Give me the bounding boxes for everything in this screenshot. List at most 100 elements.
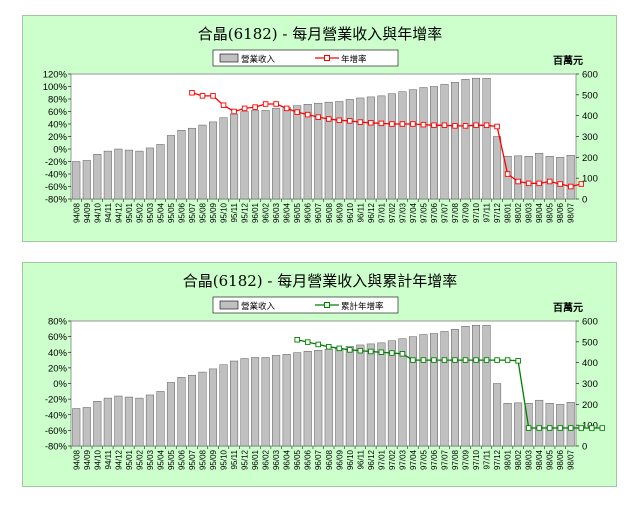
- revenue-bar: [398, 338, 407, 447]
- revenue-bar: [230, 360, 239, 447]
- legend-box: [212, 49, 399, 67]
- x-tick-label: 96/11: [356, 449, 365, 469]
- x-tick-label: 95/08: [199, 202, 208, 223]
- legend-bar-swatch: [219, 300, 239, 310]
- yoy-point: [378, 120, 385, 127]
- revenue-bar: [482, 324, 491, 447]
- yoy-point: [578, 181, 585, 187]
- revenue-bar: [408, 336, 417, 447]
- chart-panel-monthly-yoy: 合晶(6182) - 每月營業收入與年增率 營業收入 年增率 百萬元 120% 100% 8…: [22, 15, 617, 242]
- revenue-series: [72, 77, 575, 200]
- yoy-point: [441, 122, 448, 128]
- x-tick-label: 96/03: [272, 202, 281, 223]
- y-left-tick-label: -20%: [45, 157, 68, 168]
- x-tick-label: 94/08: [72, 202, 81, 223]
- x-tick-label: 96/06: [304, 449, 313, 470]
- revenue-bar: [293, 352, 302, 447]
- yoy-point: [525, 180, 532, 187]
- yoy-point: [483, 122, 490, 128]
- yoy-point: [557, 181, 563, 187]
- x-tick-label: 96/10: [346, 202, 355, 223]
- revenue-bar: [272, 355, 281, 447]
- revenue-bar: [156, 144, 165, 200]
- yoy-point: [304, 339, 311, 345]
- revenue-bar: [419, 87, 428, 200]
- revenue-bar: [482, 77, 491, 200]
- x-tick-label: 97/01: [377, 449, 386, 470]
- revenue-bar: [408, 89, 417, 200]
- unit-label: 百萬元: [553, 301, 583, 314]
- yoy-point: [241, 105, 248, 112]
- revenue-bar: [556, 157, 565, 200]
- revenue-bar: [198, 371, 207, 447]
- revenue-bar: [135, 150, 144, 200]
- x-tick-label: 95/02: [135, 449, 144, 470]
- x-tick-label: 98/02: [514, 449, 523, 470]
- legend-line-marker: [324, 302, 330, 308]
- y-left-tick-label: 60%: [48, 107, 68, 118]
- y-left-tick-label: 80%: [48, 95, 68, 106]
- y-right-tick-label: 0: [582, 195, 587, 206]
- x-tick-label: 95/09: [209, 449, 218, 470]
- revenue-bar: [156, 391, 165, 447]
- revenue-bar: [356, 97, 365, 200]
- yoy-point: [536, 425, 542, 431]
- x-tick-label: 95/12: [241, 202, 250, 223]
- x-tick-label: 95/05: [167, 449, 176, 470]
- revenue-bar: [72, 408, 81, 447]
- yoy-point: [199, 93, 206, 99]
- revenue-bar: [503, 403, 512, 447]
- yoy-point: [315, 114, 321, 120]
- y-left-tick-label: -20%: [45, 395, 68, 406]
- x-tick-label: 96/04: [283, 449, 292, 470]
- revenue-bar: [398, 91, 407, 200]
- revenue-bar: [114, 148, 123, 200]
- y-right-tick-label: 500: [582, 337, 598, 348]
- x-tick-label: 97/06: [430, 449, 439, 470]
- revenue-bar: [188, 374, 196, 447]
- revenue-bar: [461, 79, 470, 200]
- x-tick-label: 98/05: [546, 449, 555, 470]
- revenue-bar: [545, 156, 554, 200]
- yoy-point: [410, 121, 416, 127]
- legend-bar-label: 營業收入: [241, 54, 276, 64]
- x-tick-label: 96/09: [335, 202, 344, 223]
- revenue-bar: [545, 403, 554, 447]
- yoy-point: [452, 123, 458, 129]
- x-tick-label: 98/06: [556, 202, 565, 223]
- revenue-bar: [135, 397, 144, 447]
- revenue-bar: [524, 156, 533, 200]
- revenue-bar: [93, 154, 102, 200]
- revenue-bar: [72, 161, 81, 200]
- x-tick-label: 98/06: [556, 449, 565, 470]
- x-tick-label: 98/02: [514, 202, 523, 223]
- revenue-bar: [282, 107, 291, 200]
- yoy-point: [273, 101, 279, 107]
- legend: 營業收入 年增率: [212, 49, 399, 67]
- y-right-tick-label: 300: [582, 132, 598, 143]
- x-tick-label: 96/09: [335, 449, 344, 470]
- yoy-point: [336, 345, 343, 352]
- x-tick-label: 96/12: [367, 449, 376, 470]
- revenue-bar: [377, 95, 386, 200]
- revenue-bar: [345, 346, 354, 447]
- y-left-tick-label: 80%: [48, 317, 68, 328]
- yoy-point: [462, 357, 469, 363]
- revenue-bar: [272, 108, 281, 200]
- x-tick-label: 97/07: [441, 202, 450, 223]
- x-tick-label: 94/12: [114, 202, 123, 223]
- yoy-point: [494, 123, 500, 130]
- x-tick-label: 95/04: [156, 202, 165, 223]
- revenue-bar: [366, 343, 375, 447]
- x-tick-label: 97/09: [462, 449, 471, 470]
- revenue-bar: [472, 77, 481, 200]
- x-tick-label: 96/02: [262, 449, 271, 470]
- revenue-bar: [387, 340, 396, 447]
- revenue-bar: [556, 404, 565, 447]
- legend-bar-swatch: [219, 53, 239, 63]
- revenue-bar: [451, 329, 459, 447]
- yoy-point: [368, 119, 374, 126]
- yoy-point: [504, 357, 511, 363]
- yoy-point: [567, 425, 574, 431]
- yoy-point: [347, 118, 353, 124]
